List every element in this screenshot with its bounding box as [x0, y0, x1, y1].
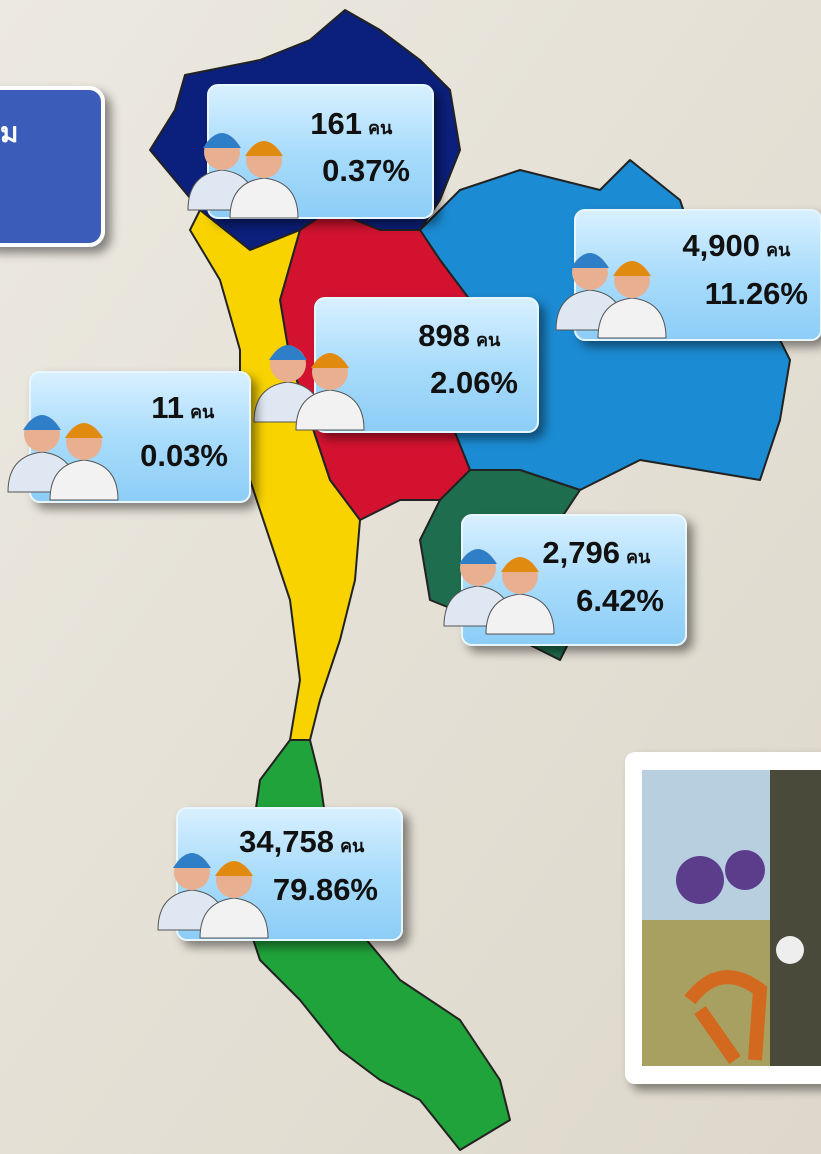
- worker-cap: [571, 253, 609, 268]
- region-label: 898 คน 2.06%: [253, 297, 539, 433]
- count: 11: [151, 390, 184, 425]
- worker-cap: [23, 415, 61, 430]
- worker-cap: [269, 345, 307, 360]
- header-box: ม: [0, 86, 105, 247]
- worker-cap: [613, 261, 651, 276]
- percent: 2.06%: [430, 365, 518, 400]
- percent: 0.03%: [140, 438, 228, 473]
- region-label: 2,796 คน 6.42%: [443, 514, 687, 646]
- unit: คน: [766, 240, 791, 260]
- header-panel: [0, 86, 105, 247]
- header-title: ม: [0, 117, 18, 148]
- photo-worker: [684, 970, 768, 1065]
- percent: 6.42%: [576, 583, 664, 618]
- region-labels: 161 คน 0.37% 4,900 คน 11.26% 898 คน 2.06% 11 คน 0.0…: [7, 84, 821, 941]
- worker-body: [49, 459, 119, 501]
- worker-body: [485, 593, 555, 635]
- unit: คน: [190, 402, 215, 422]
- region-label: 11 คน 0.03%: [7, 371, 251, 503]
- photo-tree: [770, 770, 821, 1066]
- region-label: 4,900 คน 11.26%: [555, 209, 821, 341]
- worker-cap: [215, 861, 253, 876]
- worker-cap: [65, 423, 103, 438]
- unit: คน: [476, 330, 501, 350]
- worker-body: [597, 297, 667, 339]
- worker-cap: [501, 557, 539, 572]
- worker-cap: [173, 853, 211, 868]
- count: 2,796: [542, 535, 620, 570]
- count: 898: [418, 318, 470, 353]
- percent: 79.86%: [273, 872, 378, 907]
- unit: คน: [368, 118, 393, 138]
- region-label: 34,758 คน 79.86%: [157, 807, 403, 941]
- percent: 0.37%: [322, 153, 410, 188]
- unit: คน: [626, 547, 651, 567]
- photo-bush: [676, 856, 724, 904]
- worker-cap: [203, 133, 241, 148]
- worker-body: [199, 897, 269, 939]
- worker-cap: [459, 549, 497, 564]
- percent: 11.26%: [705, 276, 808, 311]
- worker-body: [295, 389, 365, 431]
- region-label: 161 คน 0.37%: [187, 84, 434, 219]
- worker-cap: [311, 353, 349, 368]
- count: 161: [310, 106, 362, 141]
- count: 4,900: [682, 228, 760, 263]
- worker-body: [229, 177, 299, 219]
- photo-bush: [725, 850, 765, 890]
- unit: คน: [340, 836, 365, 856]
- count: 34,758: [239, 824, 334, 859]
- worker-cap: [245, 141, 283, 156]
- photo: [625, 752, 821, 1084]
- photo-cup: [776, 936, 804, 964]
